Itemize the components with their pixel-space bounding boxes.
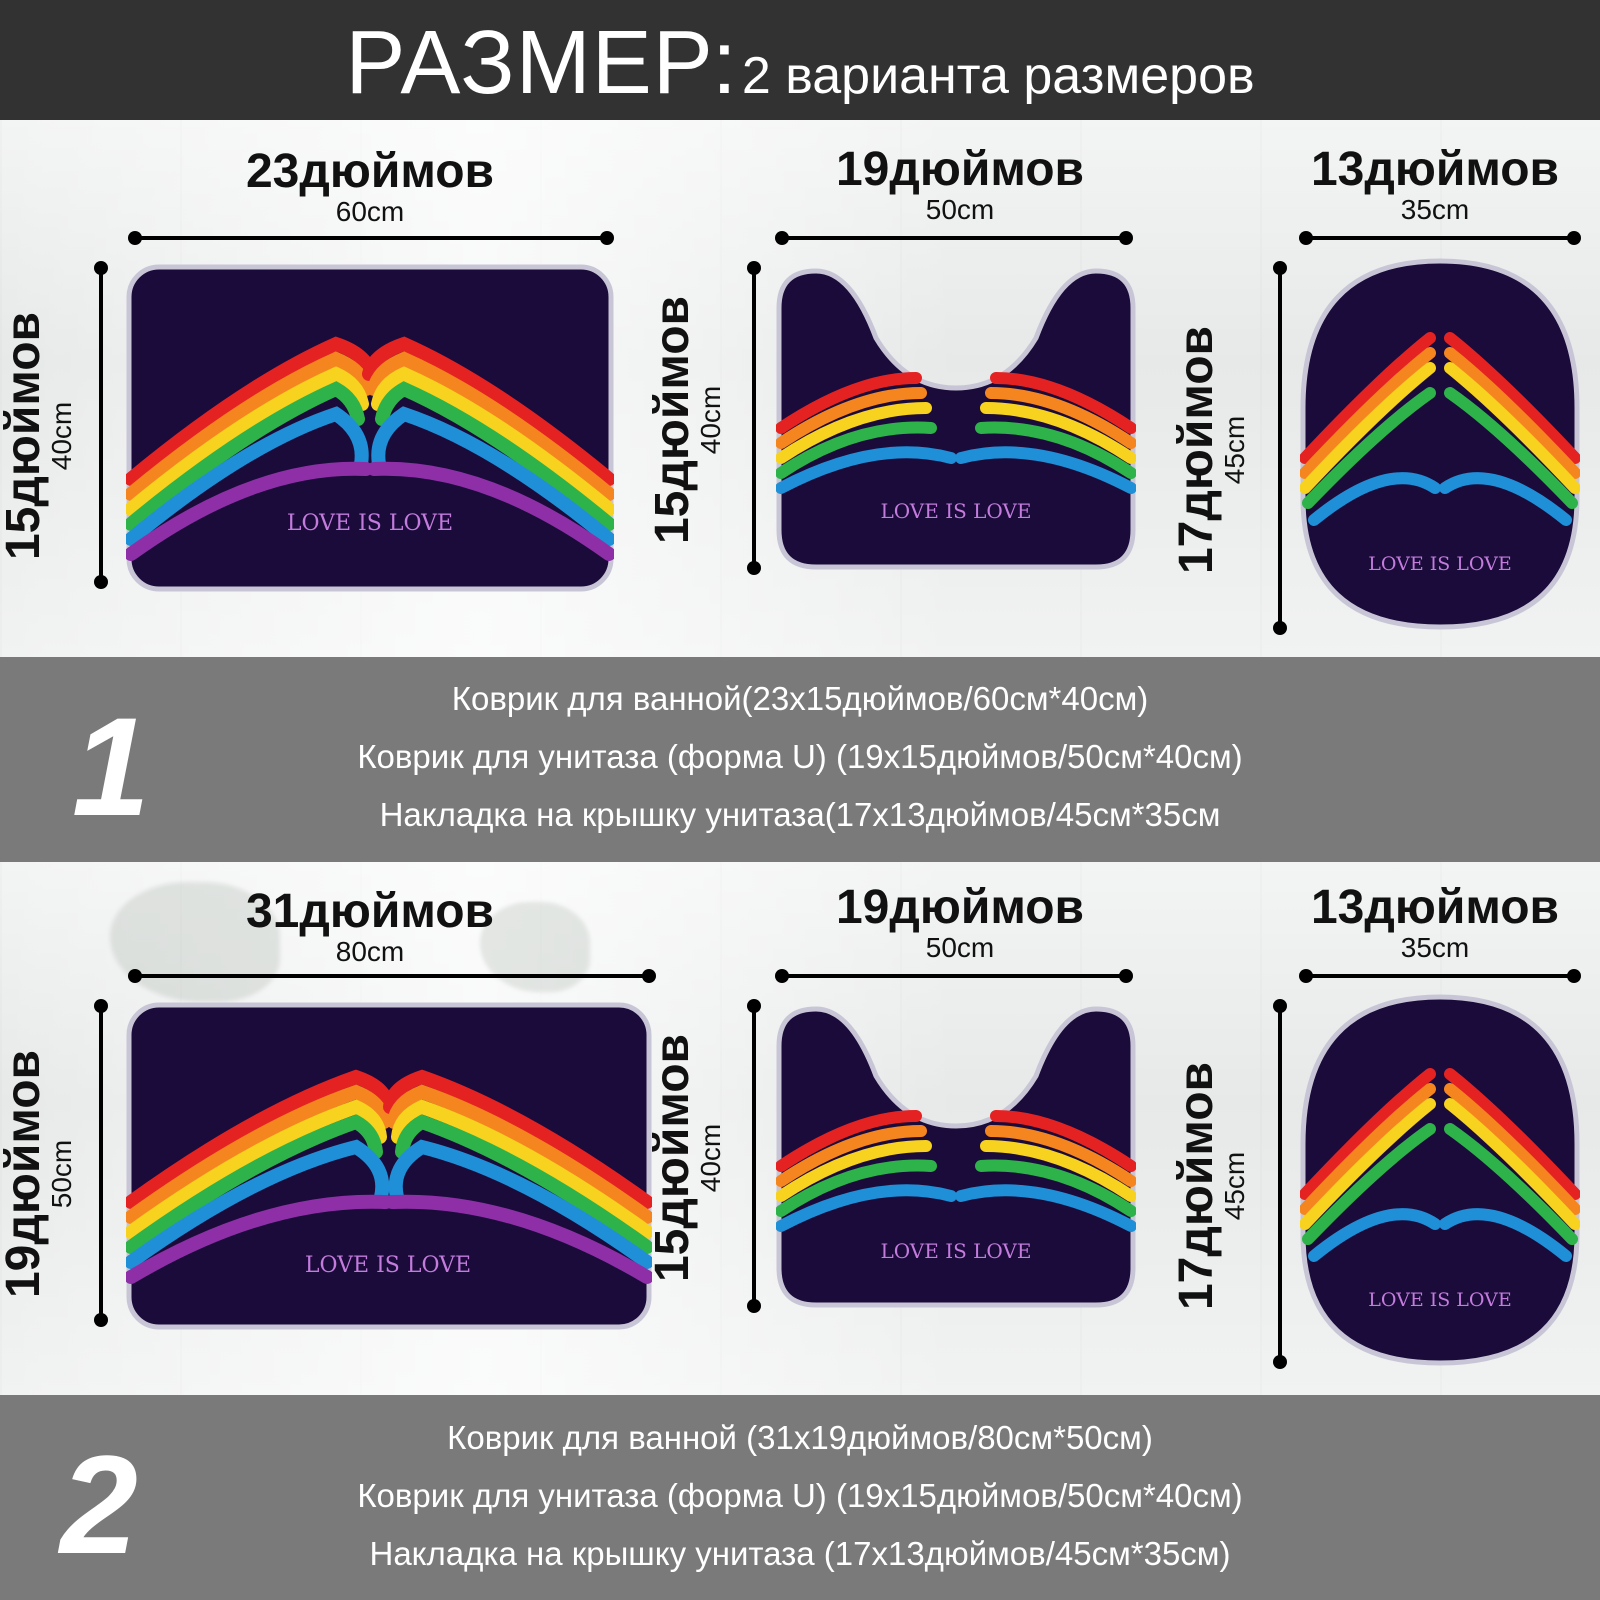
set2-number: 2: [60, 1426, 138, 1583]
set1-number: 1: [72, 688, 150, 845]
lid-cover-svg: LOVE IS LOVE: [1300, 258, 1580, 630]
contour-width-label: 19дюймов 50cm: [835, 143, 1085, 225]
bath-width-label: 23дюймов 60cm: [245, 145, 495, 227]
contour-mat-svg: LOVE IS LOVE: [776, 268, 1136, 570]
bath-mat-svg: LOVE IS LOVE: [126, 1002, 652, 1330]
lid-height-label: 17дюймов 45cm: [1170, 1061, 1250, 1311]
contour-width-line: [775, 969, 1133, 983]
set2-line-lid: Накладка на крышку унитаза (17x13дюймов/…: [369, 1535, 1231, 1572]
contour-mat-image: LOVE IS LOVE: [776, 1006, 1136, 1308]
contour-height-line: [747, 999, 761, 1313]
bath-width-line: [128, 969, 656, 983]
lid-cover-image: LOVE IS LOVE: [1300, 994, 1580, 1366]
bath-height-line: [94, 261, 108, 589]
page-subtitle: 2 варианта размеров: [741, 47, 1255, 105]
lid-width-line: [1299, 231, 1581, 245]
lid-height-line: [1273, 999, 1287, 1369]
lid-cover-image: LOVE IS LOVE: [1300, 258, 1580, 630]
lid-width-label: 13дюймов 35cm: [1310, 881, 1560, 963]
bath-height-label: 19дюймов 50cm: [0, 1049, 77, 1299]
lid-width-line: [1299, 969, 1581, 983]
bath-width-label: 31дюймов 80cm: [245, 885, 495, 967]
bath-height-label: 15дюймов 40cm: [0, 311, 77, 561]
page-title: РАЗМЕР:: [345, 13, 738, 113]
mat-caption: LOVE IS LOVE: [1368, 553, 1512, 575]
bath-height-line: [94, 999, 108, 1327]
bath-mat-image: LOVE IS LOVE: [126, 264, 614, 592]
mat-caption: LOVE IS LOVE: [305, 1253, 471, 1278]
contour-height-line: [747, 261, 761, 575]
set2-description-band: 2 Коврик для ванной (31x19дюймов/80см*50…: [0, 1395, 1600, 1600]
mat-caption: LOVE IS LOVE: [1368, 1289, 1512, 1311]
lid-height-label: 17дюймов 45cm: [1170, 325, 1250, 575]
set1-description-band: 1 Коврик для ванной(23x15дюймов/60см*40с…: [0, 657, 1600, 862]
set2-line-contour: Коврик для унитаза (форма U) (19x15дюймо…: [357, 1477, 1243, 1514]
contour-mat-svg: LOVE IS LOVE: [776, 1006, 1136, 1308]
contour-height-label: 15дюймов 40cm: [646, 295, 726, 545]
contour-height-label: 15дюймов 40cm: [646, 1033, 726, 1283]
set1-line-lid: Накладка на крышку унитаза(17x13дюймов/4…: [379, 796, 1221, 833]
set2-description: Коврик для ванной (31x19дюймов/80см*50см…: [240, 1409, 1360, 1583]
mat-caption: LOVE IS LOVE: [880, 1239, 1031, 1263]
contour-mat-image: LOVE IS LOVE: [776, 268, 1136, 570]
contour-width-label: 19дюймов 50cm: [835, 881, 1085, 963]
bath-mat-svg: LOVE IS LOVE: [126, 264, 614, 592]
set1-line-contour: Коврик для унитаза (форма U) (19x15дюймо…: [357, 738, 1243, 775]
mat-caption: LOVE IS LOVE: [287, 511, 453, 536]
lid-height-line: [1273, 261, 1287, 635]
lid-width-label: 13дюймов 35cm: [1310, 143, 1560, 225]
mat-caption: LOVE IS LOVE: [880, 499, 1031, 523]
contour-width-line: [775, 231, 1133, 245]
header-bar: РАЗМЕР: 2 варианта размеров: [0, 0, 1600, 120]
bath-width-line: [128, 231, 614, 245]
rainbow-heart-hands-graphic: [126, 336, 614, 561]
set1-line-bath: Коврик для ванной(23x15дюймов/60см*40см): [451, 680, 1149, 717]
set1-description: Коврик для ванной(23x15дюймов/60см*40см)…: [240, 670, 1360, 844]
lid-cover-svg: LOVE IS LOVE: [1300, 994, 1580, 1366]
bath-mat-image: LOVE IS LOVE: [126, 1002, 652, 1330]
set2-line-bath: Коврик для ванной (31x19дюймов/80см*50см…: [447, 1419, 1153, 1456]
